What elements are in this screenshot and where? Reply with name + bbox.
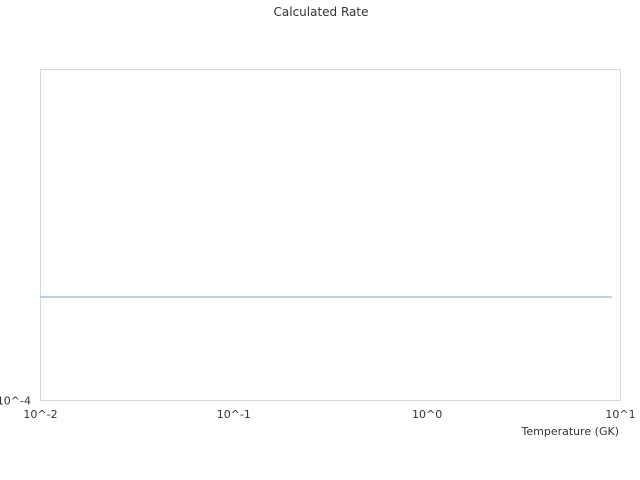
x-axis-label: Temperature (GK) — [521, 425, 620, 438]
x-tick-label: 10^1 — [605, 408, 635, 421]
x-tick-label: 10^0 — [412, 408, 442, 421]
y-tick-label: 10^-4 — [0, 395, 31, 408]
x-tick-label: 10^-2 — [23, 408, 57, 421]
x-tick-label: 10^-1 — [217, 408, 251, 421]
plot-area — [40, 69, 621, 401]
chart-title: Calculated Rate — [274, 5, 369, 19]
